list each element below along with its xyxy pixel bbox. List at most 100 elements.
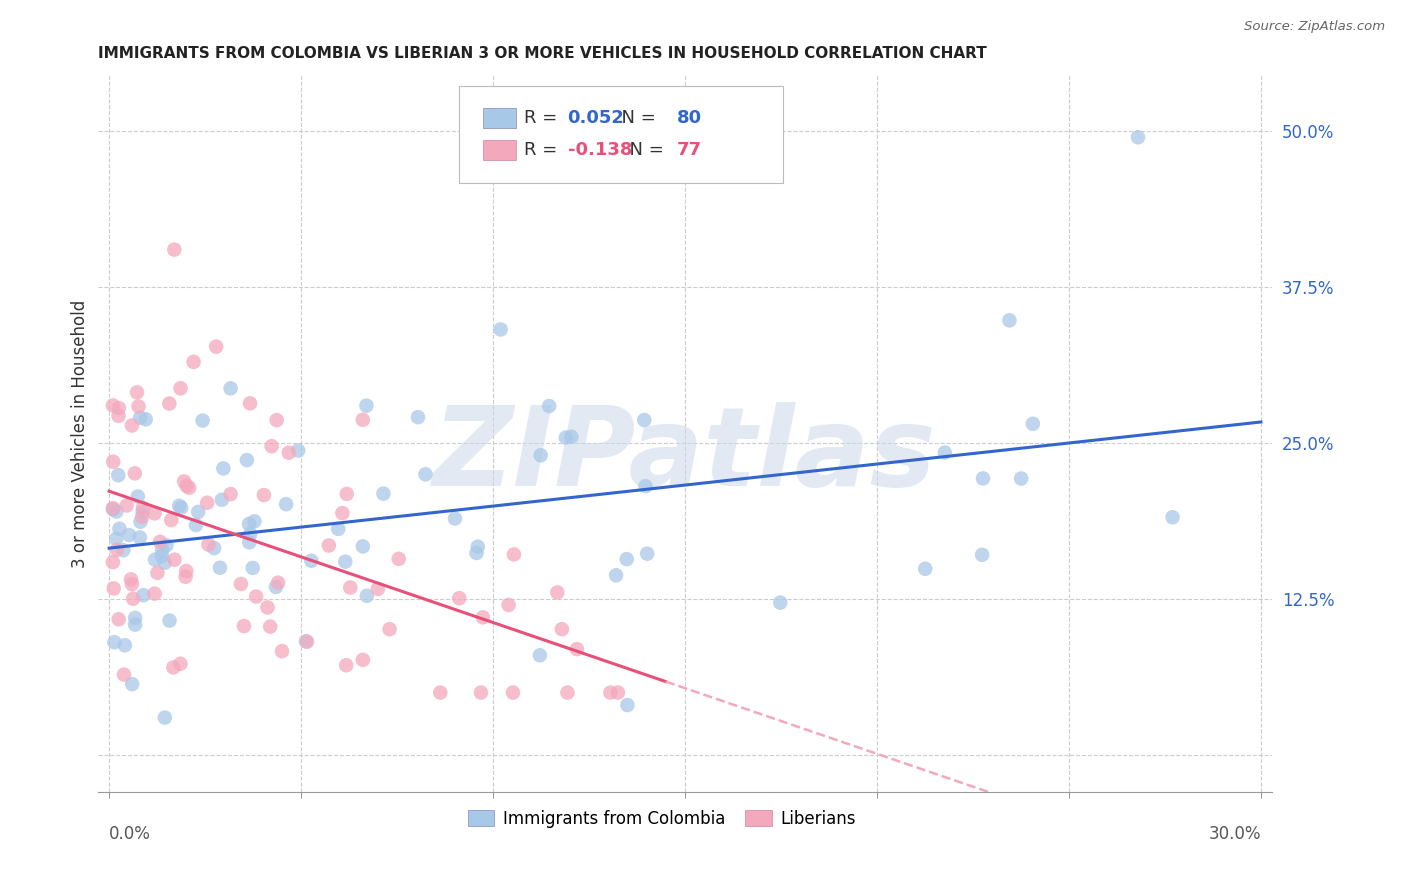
Point xyxy=(470,685,492,699)
Point xyxy=(153,556,176,570)
Point xyxy=(242,561,264,575)
Point xyxy=(150,543,173,558)
Point xyxy=(633,413,655,427)
Text: -0.138: -0.138 xyxy=(568,141,633,160)
Point xyxy=(146,566,169,580)
Point xyxy=(769,596,792,610)
Point xyxy=(264,580,287,594)
Point xyxy=(538,399,561,413)
Text: 80: 80 xyxy=(676,109,702,127)
Text: 30.0%: 30.0% xyxy=(1208,825,1261,843)
Point xyxy=(498,598,520,612)
Point xyxy=(108,522,131,536)
Point xyxy=(560,430,582,444)
Point xyxy=(1010,471,1032,485)
Point xyxy=(616,552,638,566)
Point xyxy=(328,522,350,536)
Text: ZIPatlas: ZIPatlas xyxy=(433,401,936,508)
Point xyxy=(103,582,125,596)
Point xyxy=(332,506,354,520)
Point xyxy=(184,518,207,533)
Point xyxy=(202,541,225,555)
Point xyxy=(616,698,638,712)
Point xyxy=(122,591,145,606)
Point xyxy=(101,555,124,569)
Point xyxy=(1161,510,1184,524)
Point xyxy=(233,619,256,633)
Point xyxy=(112,667,135,681)
Point xyxy=(176,479,198,493)
Point xyxy=(162,660,184,674)
Point xyxy=(465,546,488,560)
Point xyxy=(208,560,231,574)
Point xyxy=(271,644,294,658)
Point xyxy=(245,590,267,604)
Point xyxy=(267,575,290,590)
Point xyxy=(236,453,259,467)
Point xyxy=(124,611,146,625)
Point xyxy=(914,562,936,576)
Text: N =: N = xyxy=(619,141,669,160)
Point xyxy=(352,540,374,554)
Point xyxy=(352,413,374,427)
Point xyxy=(471,610,494,624)
Text: R =: R = xyxy=(524,109,562,127)
Point xyxy=(107,409,129,423)
Point xyxy=(191,413,214,427)
Point xyxy=(114,638,136,652)
Point xyxy=(276,497,298,511)
Point xyxy=(1022,417,1045,431)
Point xyxy=(356,399,378,413)
Point xyxy=(135,412,157,426)
Point xyxy=(295,634,318,648)
Point xyxy=(169,381,191,395)
Point xyxy=(266,413,288,427)
Point xyxy=(105,504,128,518)
FancyBboxPatch shape xyxy=(482,140,516,161)
Point xyxy=(243,514,266,528)
Point xyxy=(335,555,357,569)
Point xyxy=(167,499,190,513)
Point xyxy=(238,535,260,549)
Point xyxy=(444,511,467,525)
Point xyxy=(636,547,658,561)
Point xyxy=(934,445,956,459)
Point xyxy=(449,591,471,606)
Text: 0.052: 0.052 xyxy=(568,109,624,127)
Point xyxy=(378,622,401,636)
Point xyxy=(489,322,512,336)
Point xyxy=(972,548,994,562)
Point xyxy=(972,471,994,485)
Point xyxy=(132,588,155,602)
Point xyxy=(163,243,186,257)
Point xyxy=(163,552,186,566)
Point xyxy=(287,443,309,458)
Point xyxy=(239,396,262,410)
Point xyxy=(467,540,489,554)
Point xyxy=(605,568,627,582)
Point xyxy=(256,600,278,615)
Point xyxy=(103,455,125,469)
Point xyxy=(105,542,128,557)
Point xyxy=(121,677,143,691)
Point xyxy=(108,401,131,416)
Point xyxy=(149,534,172,549)
Point xyxy=(1126,130,1149,145)
Legend: Immigrants from Colombia, Liberians: Immigrants from Colombia, Liberians xyxy=(461,803,862,834)
Point xyxy=(183,355,205,369)
Point xyxy=(352,653,374,667)
Point xyxy=(335,658,357,673)
Point xyxy=(998,313,1021,327)
Point xyxy=(229,577,252,591)
Point xyxy=(179,481,201,495)
Point xyxy=(277,446,299,460)
Point xyxy=(153,710,176,724)
Point xyxy=(101,399,124,413)
Point xyxy=(132,500,155,515)
Point xyxy=(373,486,395,500)
Point xyxy=(367,582,389,596)
Point xyxy=(336,487,359,501)
Text: IMMIGRANTS FROM COLOMBIA VS LIBERIAN 3 OR MORE VEHICLES IN HOUSEHOLD CORRELATION: IMMIGRANTS FROM COLOMBIA VS LIBERIAN 3 O… xyxy=(97,46,987,62)
Point xyxy=(174,570,197,584)
Point xyxy=(112,543,135,558)
